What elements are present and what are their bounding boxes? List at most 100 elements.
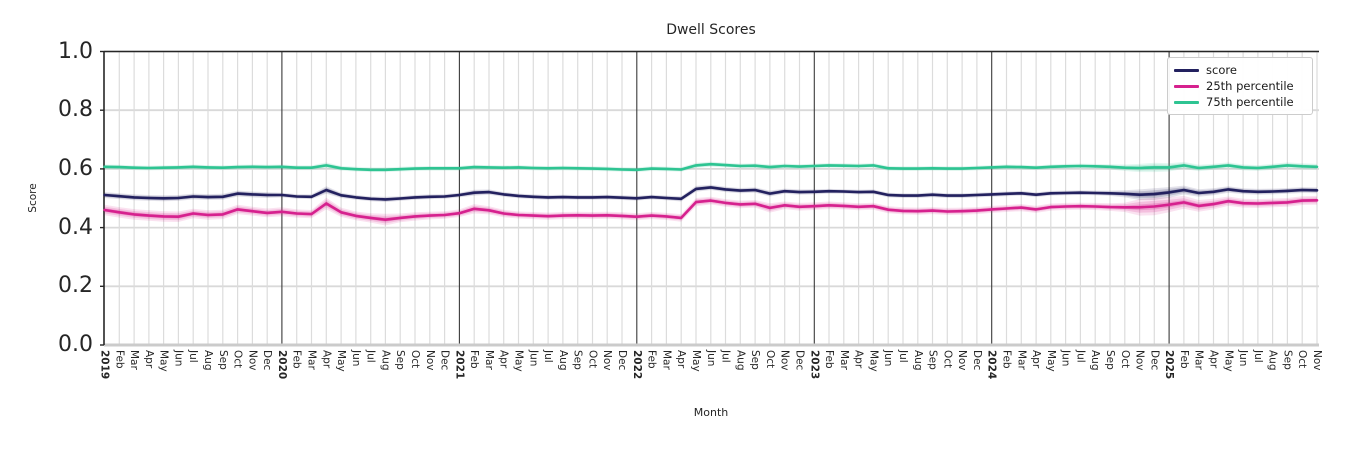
legend-swatch-75th-percentile [1174, 100, 1199, 104]
x-tick-feb-73: Feb [1177, 350, 1190, 369]
y-tick-0.2: 0.2 [58, 273, 93, 299]
x-tick-aug-7: Aug [202, 350, 214, 371]
x-tick-jun-41: Jun [704, 350, 717, 367]
x-tick-mar-14: Mar [305, 350, 318, 370]
x-tick-aug-19: Aug [379, 350, 392, 371]
x-tick-may-52: May [867, 350, 880, 372]
x-tick-mar-50: Mar [837, 350, 850, 370]
x-tick-feb-61: Feb [1000, 350, 1013, 369]
x-tick-aug-55: Aug [911, 350, 924, 371]
x-tick-dec-23: Dec [438, 350, 451, 371]
x-tick-feb-25: Feb [468, 350, 481, 369]
legend-label-25th-percentile: 25th percentile [1206, 79, 1294, 93]
x-tick-dec-71: Dec [1148, 350, 1161, 371]
x-tick-aug-79: Aug [1266, 350, 1279, 371]
x-tick-sep-20: Sep [394, 350, 407, 370]
x-tick-jul-30: Jul [542, 350, 555, 363]
x-tick-apr-51: Apr [852, 350, 865, 369]
x-tick-2024-60: 2024 [985, 350, 998, 380]
y-tick-0.0: 0.0 [58, 332, 93, 357]
x-tick-jun-5: Jun [172, 350, 185, 367]
y-tick-1.0: 1.0 [58, 38, 93, 64]
x-tick-oct-81: Oct [1296, 350, 1309, 369]
x-tick-dec-11: Dec [261, 350, 274, 371]
legend-item-score: score [1174, 62, 1306, 78]
y-tick-0.4: 0.4 [58, 214, 93, 240]
x-tick-sep-44: Sep [749, 350, 762, 370]
x-tick-sep-56: Sep [926, 350, 939, 370]
y-tick-0.8: 0.8 [58, 97, 93, 123]
x-tick-feb-49: Feb [823, 350, 836, 369]
x-tick-feb-37: Feb [645, 350, 658, 369]
x-tick-aug-67: Aug [1089, 350, 1102, 371]
x-tick-oct-57: Oct [941, 350, 954, 369]
x-tick-oct-33: Oct [586, 350, 599, 369]
x-tick-jul-54: Jul [896, 350, 909, 363]
legend-swatch-score [1174, 68, 1199, 72]
x-tick-2021-24: 2021 [453, 350, 466, 380]
x-tick-aug-43: Aug [734, 350, 747, 371]
x-tick-jun-17: Jun [349, 350, 362, 367]
legend-item-75th-percentile: 75th percentile [1174, 94, 1306, 110]
x-tick-feb-13: Feb [290, 350, 303, 369]
x-tick-mar-2: Mar [128, 350, 141, 370]
x-tick-nov-82: Nov [1311, 350, 1323, 371]
x-tick-jun-65: Jun [1059, 350, 1072, 367]
x-tick-apr-39: Apr [675, 350, 688, 369]
x-tick-may-16: May [335, 350, 348, 372]
x-tick-may-76: May [1222, 350, 1235, 372]
x-tick-sep-80: Sep [1281, 350, 1294, 370]
x-tick-oct-9: Oct [231, 350, 244, 369]
x-tick-jul-6: Jul [187, 350, 200, 363]
x-tick-jul-66: Jul [1074, 350, 1087, 363]
x-tick-2023-48: 2023 [808, 350, 821, 380]
y-tick-0.6: 0.6 [58, 155, 93, 181]
x-tick-jul-42: Jul [719, 350, 732, 363]
legend-label-75th-percentile: 75th percentile [1206, 95, 1294, 109]
x-tick-oct-21: Oct [409, 350, 422, 369]
x-tick-may-28: May [512, 350, 525, 372]
x-tick-sep-68: Sep [1103, 350, 1116, 370]
x-tick-mar-74: Mar [1192, 350, 1205, 370]
x-tick-may-64: May [1044, 350, 1057, 372]
legend-label-score: score [1206, 63, 1237, 77]
x-tick-mar-38: Mar [660, 350, 673, 370]
x-tick-oct-69: Oct [1118, 350, 1131, 369]
x-tick-aug-31: Aug [556, 350, 569, 371]
legend-item-25th-percentile: 25th percentile [1174, 78, 1306, 94]
x-tick-jul-18: Jul [364, 350, 377, 363]
x-axis-label: Month [693, 406, 729, 419]
chart-title: Dwell Scores [666, 22, 756, 38]
x-tick-mar-62: Mar [1015, 350, 1028, 370]
legend-swatch-25th-percentile [1174, 84, 1199, 88]
x-tick-apr-27: Apr [497, 350, 510, 369]
x-tick-may-40: May [689, 350, 702, 372]
x-tick-apr-75: Apr [1207, 350, 1220, 369]
x-tick-2022-36: 2022 [630, 350, 643, 380]
x-tick-nov-22: Nov [423, 350, 436, 371]
x-tick-2020-12: 2020 [275, 350, 288, 380]
x-tick-may-4: May [157, 350, 170, 372]
x-tick-apr-63: Apr [1030, 350, 1043, 369]
x-tick-jun-53: Jun [882, 350, 895, 367]
x-tick-nov-46: Nov [778, 350, 791, 371]
legend: score 25th percentile 75th percentile [1167, 57, 1313, 115]
x-tick-apr-3: Apr [142, 350, 155, 369]
x-tick-nov-70: Nov [1133, 350, 1146, 371]
x-tick-2019-0: 2019 [98, 350, 111, 380]
x-tick-nov-34: Nov [601, 350, 614, 371]
x-tick-sep-32: Sep [571, 350, 584, 370]
x-tick-feb-1: Feb [113, 350, 126, 369]
x-tick-nov-10: Nov [246, 350, 259, 371]
x-tick-jun-29: Jun [527, 350, 540, 367]
x-tick-nov-58: Nov [956, 350, 969, 371]
x-tick-sep-8: Sep [216, 350, 229, 370]
x-tick-dec-59: Dec [970, 350, 983, 371]
x-tick-dec-47: Dec [793, 350, 806, 371]
x-tick-jun-77: Jun [1237, 350, 1250, 367]
x-tick-2025-72: 2025 [1163, 350, 1176, 380]
x-tick-mar-26: Mar [482, 350, 495, 370]
x-tick-jul-78: Jul [1251, 350, 1264, 363]
